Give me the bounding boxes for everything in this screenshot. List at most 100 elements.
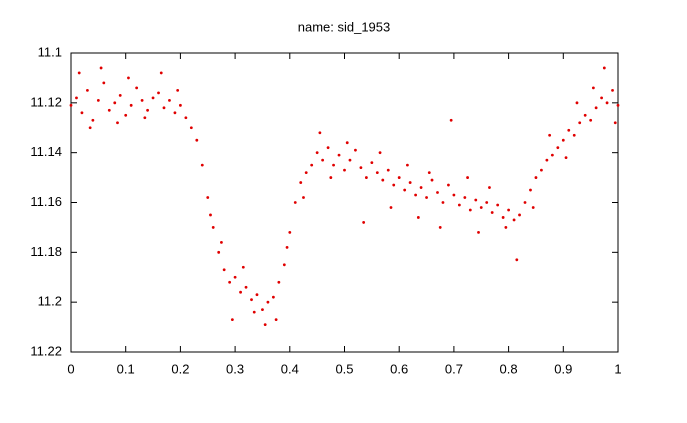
data-point [118,93,122,97]
data-point [263,323,267,326]
data-point [427,171,431,175]
data-point [600,96,603,100]
data-point [479,206,483,209]
data-point [436,191,439,194]
data-point [378,151,382,155]
data-point [271,295,275,299]
y-tick-label: 11.2 [38,294,62,309]
data-point [228,280,232,284]
data-point [329,176,333,179]
data-point [173,111,177,115]
data-point [575,101,579,105]
data-point [159,71,163,75]
x-tick-label: 0 [67,361,74,376]
data-point [529,188,532,192]
data-point [345,141,349,145]
y-tick-label: 11.12 [30,94,62,109]
data-point [86,88,89,92]
data-point [107,108,111,112]
data-point [457,203,461,207]
x-tick-label: 1 [614,361,621,376]
data-point [381,178,385,182]
data-point [419,186,423,189]
data-point [594,106,598,110]
data-point [414,193,418,197]
data-point [583,113,587,117]
x-tick-label: 0.1 [117,361,135,376]
data-point [304,171,308,175]
chart-title: name: sid_1953 [298,19,391,34]
data-point [91,118,95,122]
data-point [616,103,620,107]
data-point [168,98,171,102]
data-point [200,163,204,167]
data-point [321,158,325,162]
data-point [375,171,379,175]
data-point [545,158,549,162]
data-point [211,226,215,229]
x-tick-label: 0.2 [171,361,189,376]
data-point [359,166,363,170]
data-point [244,285,248,289]
data-point [220,240,223,244]
data-point [326,146,330,150]
data-point [515,258,519,262]
data-point [195,138,199,142]
y-tick-label: 11.16 [30,194,62,209]
data-point [501,216,505,219]
data-point [302,196,305,199]
x-tick-label: 0.4 [281,361,299,376]
data-point [370,161,374,165]
data-point [162,106,166,110]
data-point [416,216,420,219]
data-point [209,213,212,217]
data-point [176,88,180,92]
data-point [217,250,221,254]
data-point [531,206,535,209]
x-tick-label: 0.5 [335,361,353,376]
data-point [523,201,527,204]
data-point [146,108,149,112]
data-point [466,176,469,179]
data-point [477,231,480,234]
data-point [252,310,256,314]
data-point [613,121,617,125]
data-point [354,148,357,152]
data-point [332,163,335,167]
data-point [96,98,100,102]
data-point [241,265,245,269]
data-point [438,226,442,229]
data-point [463,196,467,199]
data-point [389,206,393,209]
y-tick-label: 11.1 [38,44,62,59]
data-point [127,76,130,80]
data-point [496,203,500,207]
data-point [69,103,73,107]
data-point [602,66,606,70]
data-point [556,146,560,150]
data-point [99,66,103,70]
data-point [113,101,117,105]
data-point [485,201,489,204]
data-point [392,183,396,187]
data-point [288,231,292,234]
data-point [157,91,160,95]
data-point [578,121,582,125]
data-point [474,198,478,202]
data-point [277,280,281,284]
data-point [116,121,119,125]
data-point [343,168,346,172]
data-point [77,71,81,75]
data-point [408,181,412,184]
data-point [348,158,352,162]
data-point [425,196,428,199]
data-point [88,126,92,130]
data-point [490,211,494,214]
y-tick-label: 11.18 [30,244,62,259]
data-point [255,293,259,297]
data-point [561,138,565,142]
data-point [406,163,409,167]
data-point [206,196,210,199]
data-point [233,275,237,279]
